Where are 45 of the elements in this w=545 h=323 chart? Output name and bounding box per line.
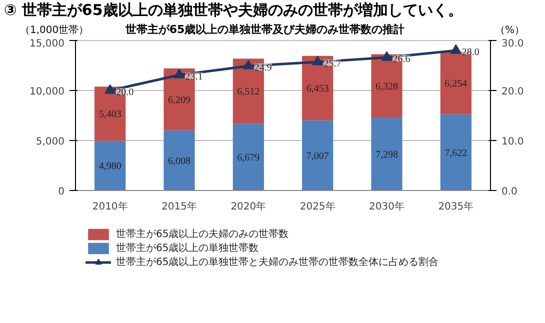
data-label: 6,453: [306, 84, 329, 95]
legend-label: 世帯主が65歳以上の単独世帯と夫婦のみ世帯の世帯数全体に占める割合: [116, 256, 440, 269]
y-tick-label: 5,000: [36, 136, 65, 148]
data-label: 23.1: [185, 72, 203, 82]
x-tick-label: 2010年: [92, 200, 128, 212]
bar: [440, 114, 472, 190]
data-label: 6,209: [168, 94, 190, 106]
data-label: 25.7: [324, 58, 342, 70]
data-label: 24.9: [254, 62, 272, 74]
data-label: 6,008: [168, 156, 190, 167]
x-tick-label: 2030年: [369, 200, 404, 212]
y-tick-label: 0: [58, 186, 65, 198]
x-tick-label: 2025年: [300, 200, 336, 212]
data-label: 6,328: [376, 81, 398, 92]
data-label: 7,298: [376, 150, 398, 161]
data-label: 6,254: [444, 78, 468, 90]
x-tick-label: 2020年: [230, 200, 266, 212]
bar: [302, 120, 334, 190]
data-label: 20.0: [116, 87, 134, 98]
x-tick-label: 2035年: [438, 200, 474, 212]
data-label: 7,622: [444, 148, 468, 159]
y-tick-label: 15,000: [30, 38, 65, 50]
bar: [164, 130, 195, 190]
y2-tick-label: 20.0: [502, 86, 524, 98]
legend-label: 世帯主が65歳以上の夫婦のみの世帯数: [116, 228, 290, 241]
data-label: 6,512: [237, 86, 260, 98]
y2-tick-label: 10.0: [502, 136, 524, 148]
data-label: 26.6: [392, 54, 410, 65]
y2-tick-label: 30.0: [502, 38, 524, 50]
data-label: 4,980: [98, 161, 122, 172]
x-tick-label: 2015年: [162, 200, 197, 212]
y2-axis-title: （%）: [495, 24, 525, 38]
legend-label: 世帯主が65歳以上の単独世帯数: [116, 242, 260, 255]
data-label: 5,403: [98, 109, 122, 120]
chart-title: ③ 世帯主が65歳以上の単独世帯や夫婦のみの世帯が増加していく。: [3, 0, 463, 21]
y-tick-label: 10,000: [30, 86, 65, 98]
chart-subtitle: 世帯主が65歳以上の単独世帯及び夫婦のみ世帯数の推計: [124, 22, 406, 38]
data-label: 7,007: [306, 150, 329, 162]
bar: [371, 118, 402, 190]
data-label: 28.0: [462, 47, 480, 58]
data-label: 6,679: [237, 152, 260, 164]
bar: [94, 140, 126, 190]
y2-tick-label: 0.0: [502, 186, 518, 198]
y-axis-title: （1,000世帯）: [20, 24, 89, 38]
bar: [232, 124, 264, 190]
